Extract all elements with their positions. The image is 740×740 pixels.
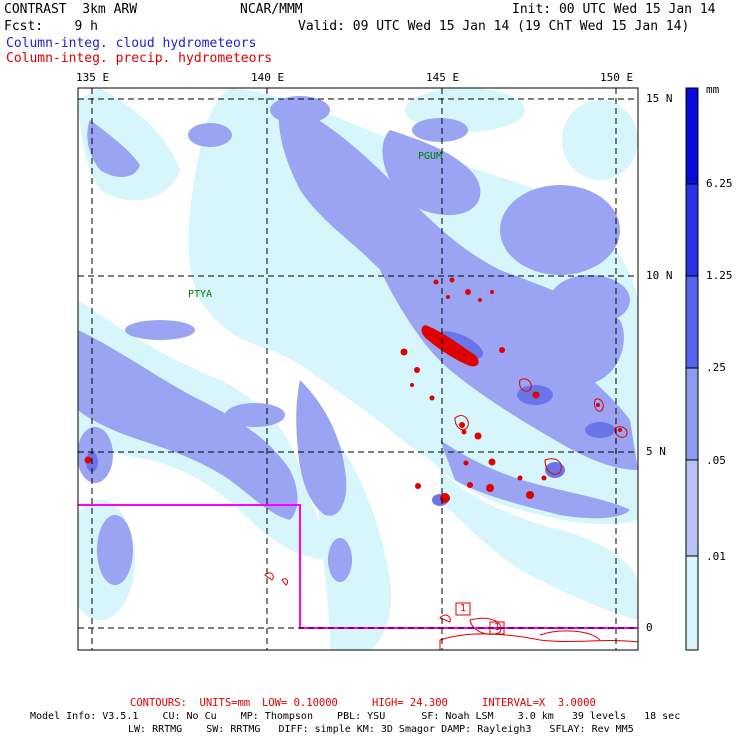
- contour-marker-box: [489, 621, 505, 635]
- legend-unit: mm: [706, 83, 720, 96]
- contours-low: LOW= 0.10000: [262, 697, 338, 709]
- lon-label: 135 E: [76, 71, 110, 84]
- lat-label: 5 N: [646, 445, 666, 458]
- legend-tick: .01: [706, 550, 726, 563]
- cloud-field-label: Column-integ. cloud hydrometeors: [6, 36, 257, 51]
- lat-lon-grid: [78, 88, 638, 650]
- cloud-field: [78, 88, 638, 650]
- station-label: PTYA: [188, 289, 213, 300]
- lon-label: 145 E: [426, 71, 460, 84]
- contour-marker-box: [455, 602, 471, 616]
- contours-interval: INTERVAL=X 3.0000: [482, 697, 596, 709]
- org-label: NCAR/MMM: [240, 2, 303, 17]
- lat-label: 0: [646, 621, 653, 634]
- forecast-hour: Fcst: 9 h: [4, 19, 98, 34]
- legend-tick: 6.25: [706, 177, 733, 190]
- legend-tick: 1.25: [706, 269, 733, 282]
- contour-marker-label: 1: [494, 622, 501, 633]
- lat-label: 15 N: [646, 92, 673, 105]
- lon-label: 140 E: [251, 71, 285, 84]
- init-time: Init: 00 UTC Wed 15 Jan 14: [512, 2, 716, 17]
- color-legend: [685, 87, 699, 651]
- contour-marker-label: 1: [460, 603, 467, 614]
- model-info-line-1: Model Info: V3.5.1 CU: No Cu MP: Thompso…: [30, 711, 681, 722]
- station-label: PGUM: [418, 151, 443, 162]
- contours-high: HIGH= 24.300: [372, 697, 448, 709]
- contours-units: CONTOURS: UNITS=mm: [130, 697, 251, 709]
- lat-label: 10 N: [646, 269, 673, 282]
- valid-time: Valid: 09 UTC Wed 15 Jan 14 (19 ChT Wed …: [298, 19, 690, 34]
- model-info-line-2: LW: RRTMG SW: RRTMG DIFF: simple KM: 3D …: [128, 724, 634, 735]
- model-title: CONTRAST 3km ARW: [4, 2, 138, 17]
- precip-field-label: Column-integ. precip. hydrometeors: [6, 51, 273, 66]
- legend-tick: .25: [706, 361, 726, 374]
- map-frame: [77, 87, 639, 651]
- lon-label: 150 E: [600, 71, 634, 84]
- legend-tick: .05: [706, 454, 726, 467]
